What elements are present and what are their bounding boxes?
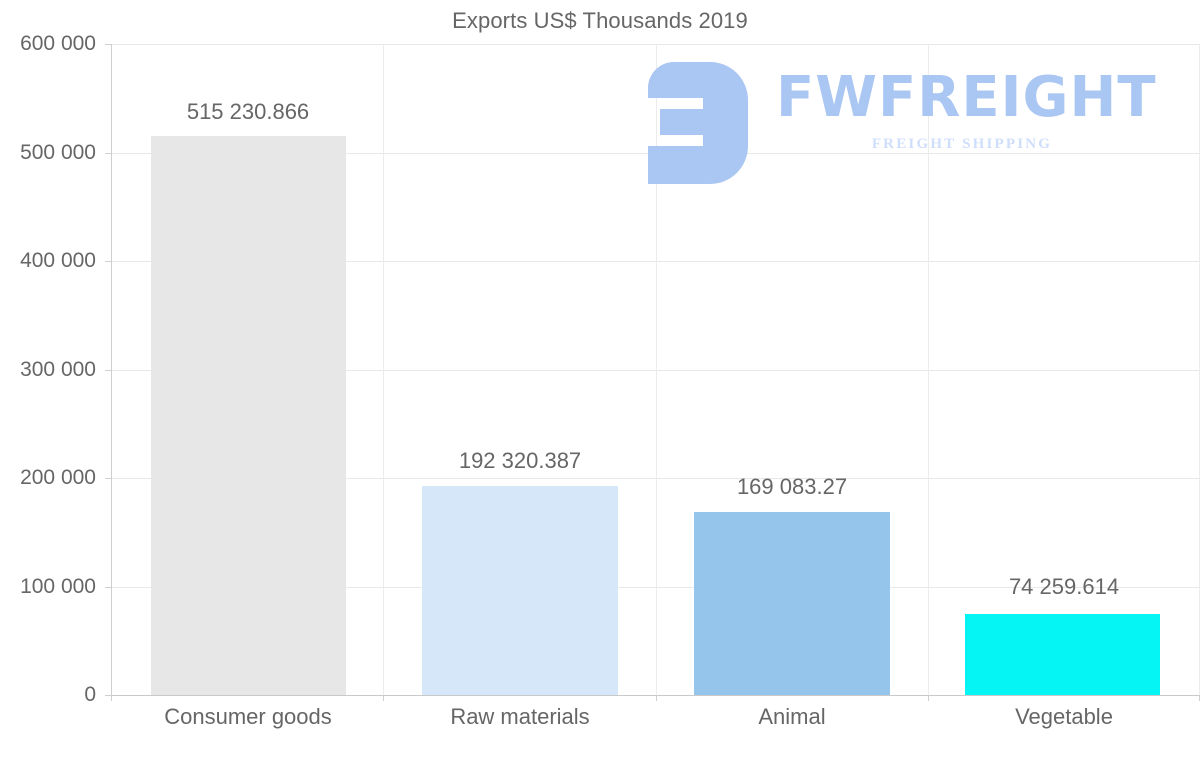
y-axis-line (111, 44, 112, 696)
y-tick-mark-0 (105, 695, 111, 696)
value-label-vegetable: 74 259.614 (1008, 574, 1120, 599)
bar-animal[interactable] (694, 512, 890, 695)
gridline-200000 (111, 478, 1200, 479)
value-label-animal: 169 083.27 (736, 474, 848, 499)
x-axis-label-vegetable: Vegetable (1015, 704, 1113, 729)
value-label-raw-materials: 192 320.387 (458, 448, 582, 473)
y-axis-label-200000: 200 000 (20, 466, 96, 489)
y-tick-mark-600000 (105, 44, 111, 45)
x-tick-mark-3 (928, 695, 929, 701)
y-axis-label-400000: 400 000 (20, 249, 96, 272)
x-axis-label-animal: Animal (758, 704, 826, 729)
y-tick-mark-400000 (105, 261, 111, 262)
y-axis-label-300000: 300 000 (20, 358, 96, 381)
gridline-600000 (111, 44, 1200, 45)
y-axis-label-500000: 500 000 (20, 141, 96, 164)
value-label-consumer-goods: 515 230.866 (186, 99, 310, 124)
y-tick-mark-100000 (105, 587, 111, 588)
gridline-vertical-1 (383, 44, 384, 695)
x-tick-mark-1 (383, 695, 384, 701)
gridline-vertical-3 (928, 44, 929, 695)
x-axis-line (105, 695, 1200, 696)
chart-title: Exports US$ Thousands 2019 (452, 8, 748, 33)
y-axis-label-600000: 600 000 (20, 32, 96, 55)
x-axis-label-raw-materials: Raw materials (450, 704, 590, 729)
gridline-400000 (111, 261, 1200, 262)
gridline-300000 (111, 370, 1200, 371)
bar-vegetable[interactable] (965, 614, 1160, 695)
plot-area (111, 44, 1200, 695)
x-axis-label-consumer-goods: Consumer goods (164, 704, 332, 729)
x-tick-mark-2 (656, 695, 657, 701)
bar-raw-materials[interactable] (422, 486, 618, 695)
gridline-100000 (111, 587, 1200, 588)
x-tick-mark-0 (111, 695, 112, 701)
bar-consumer-goods[interactable] (151, 136, 346, 695)
gridline-vertical-2 (656, 44, 657, 695)
y-tick-mark-300000 (105, 370, 111, 371)
y-tick-mark-500000 (105, 153, 111, 154)
y-axis-label-100000: 100 000 (20, 575, 96, 598)
y-tick-mark-200000 (105, 478, 111, 479)
y-axis-label-0: 0 (84, 683, 96, 706)
